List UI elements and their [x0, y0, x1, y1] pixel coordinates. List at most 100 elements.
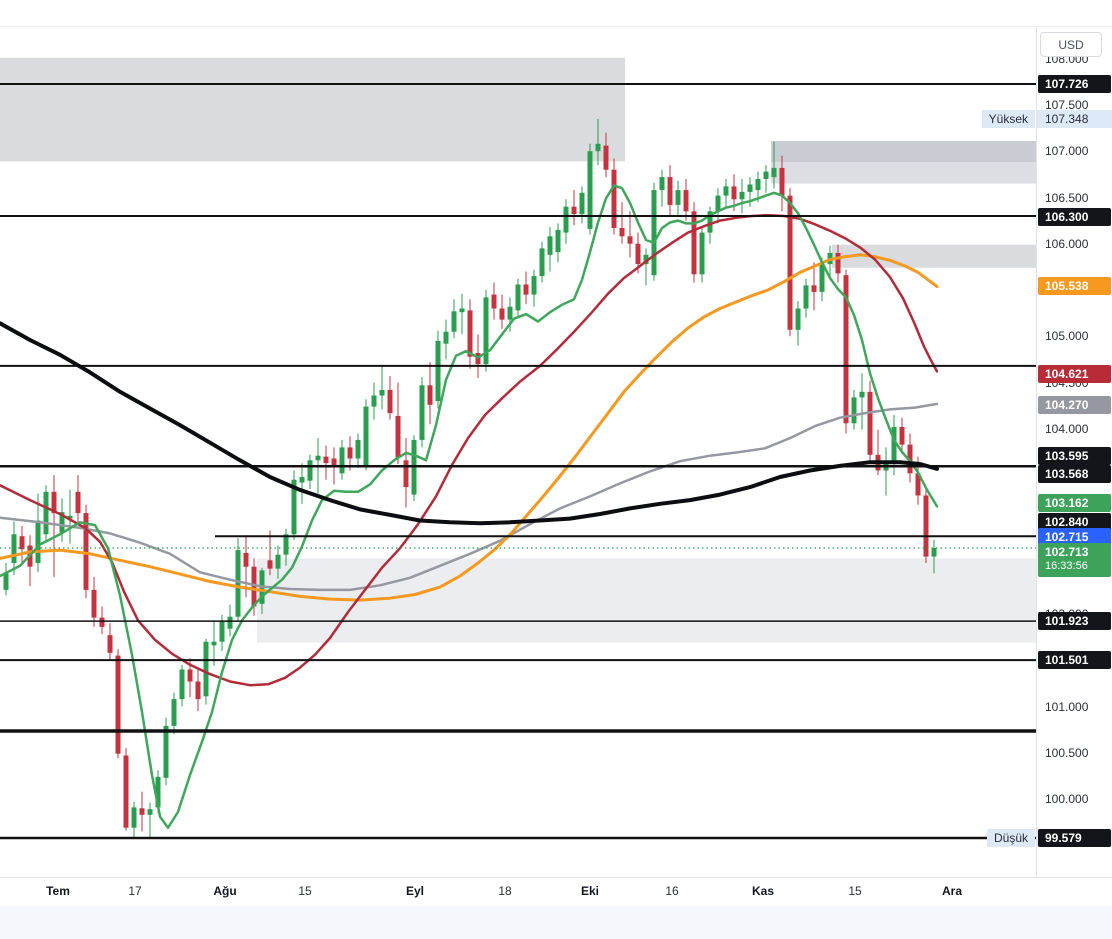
time-label: 17 — [128, 884, 142, 898]
candle — [795, 308, 801, 330]
candle — [723, 186, 729, 196]
candle — [635, 243, 641, 265]
currency-button[interactable]: USD — [1040, 32, 1102, 57]
price-badge: 102.713 16:33:56 — [1038, 543, 1111, 577]
candle — [659, 177, 665, 191]
candle — [643, 254, 649, 265]
candle — [803, 285, 809, 309]
supply-demand-zone[interactable] — [0, 57, 625, 162]
supply-demand-zone[interactable] — [832, 244, 1036, 268]
candle — [651, 190, 657, 276]
candle — [123, 755, 129, 828]
candle — [667, 177, 673, 205]
price-badge: 103.568 — [1038, 465, 1111, 483]
time-axis[interactable]: Tem 17 Ağu 15 Eyl 18 Eki 16 Kas 15 Ara — [0, 878, 1036, 906]
candle — [755, 179, 761, 191]
supply-demand-zone[interactable] — [771, 141, 1036, 163]
candle — [539, 248, 545, 277]
footer-strip — [0, 906, 1112, 939]
candle — [291, 479, 297, 535]
supply-demand-zone[interactable] — [771, 162, 1036, 184]
candle — [267, 560, 273, 569]
time-axis-divider — [0, 877, 1112, 878]
price-badge: 105.538 — [1038, 277, 1111, 295]
candle — [307, 460, 313, 481]
candle — [611, 169, 617, 228]
candle — [915, 473, 921, 496]
candle — [147, 809, 153, 815]
time-label: 15 — [298, 884, 312, 898]
candle — [83, 513, 89, 590]
candle — [75, 491, 81, 514]
candle — [595, 143, 601, 152]
candle — [331, 458, 337, 467]
candle — [907, 444, 913, 474]
candle — [139, 808, 145, 815]
candle — [771, 167, 777, 178]
candle — [387, 390, 393, 414]
candle — [91, 589, 97, 618]
price-badge: 99.579 — [1038, 829, 1111, 847]
candle — [707, 211, 713, 233]
ma-green[interactable] — [0, 184, 939, 829]
candle — [403, 460, 409, 488]
price-badge: 104.621 — [1038, 365, 1111, 383]
candle — [219, 621, 225, 642]
price-axis-divider — [1036, 27, 1037, 877]
candle — [371, 395, 377, 407]
ma-black[interactable] — [0, 321, 939, 526]
high-marker-value: 107.348 — [1037, 110, 1112, 128]
candle — [523, 284, 529, 295]
candle — [739, 191, 745, 200]
time-label: 18 — [498, 884, 512, 898]
candle — [531, 276, 537, 295]
candle — [251, 566, 257, 607]
candle — [235, 550, 241, 617]
candle — [67, 515, 73, 519]
candlestick-chart-canvas[interactable] — [0, 0, 1036, 939]
candle — [99, 617, 105, 627]
candle — [51, 491, 57, 514]
time-label: Eki — [580, 884, 600, 898]
candle — [587, 151, 593, 229]
candle — [459, 308, 465, 313]
candle — [683, 190, 689, 212]
price-tick: 104.000 — [1045, 421, 1089, 436]
bar-countdown: 16:33:56 — [1045, 560, 1088, 572]
candle — [835, 253, 841, 274]
low-marker-label: Düşük — [986, 829, 1035, 848]
candle — [627, 236, 633, 244]
candle — [555, 229, 561, 253]
candle — [499, 308, 505, 320]
price-axis[interactable]: 108.000 107.500 107.000 106.500 106.000 105.0… — [1037, 27, 1112, 877]
candle — [131, 807, 137, 828]
candle — [59, 512, 65, 533]
candle — [891, 427, 897, 462]
candle — [579, 192, 585, 215]
price-badge: 106.300 — [1038, 208, 1111, 226]
candle — [35, 520, 41, 563]
candle — [339, 447, 345, 474]
candle — [699, 232, 705, 275]
candle — [435, 340, 441, 402]
candle — [763, 171, 769, 179]
candle — [195, 681, 201, 700]
chart-plot-area[interactable] — [0, 0, 1036, 939]
candle — [179, 669, 185, 700]
candle — [931, 548, 937, 557]
candle — [187, 669, 193, 682]
ma-gray[interactable] — [0, 402, 939, 592]
candle — [211, 641, 217, 646]
candle — [323, 456, 329, 464]
ma-orange[interactable] — [0, 253, 939, 602]
candle — [691, 211, 697, 275]
candle — [163, 725, 169, 778]
candle — [451, 311, 457, 332]
candle — [859, 391, 865, 398]
time-label: Ara — [941, 884, 963, 898]
candle — [571, 206, 577, 215]
candle — [155, 776, 161, 808]
candle — [243, 552, 249, 567]
price-badge: 107.726 — [1038, 75, 1111, 93]
supply-demand-zone[interactable] — [257, 558, 1036, 643]
